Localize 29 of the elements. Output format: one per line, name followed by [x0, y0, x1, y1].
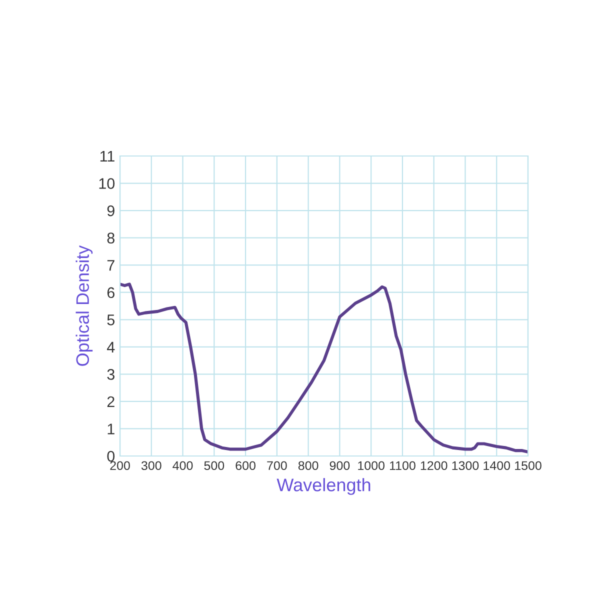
line-series	[120, 282, 528, 454]
x-tick-label: 300	[141, 461, 162, 470]
y-tick-label: 1	[108, 424, 114, 434]
x-axis-title: Wavelength	[276, 478, 370, 495]
y-tick-label: 6	[107, 287, 114, 298]
x-tick-label: 800	[298, 461, 318, 470]
x-tick-label: 700	[267, 461, 287, 470]
x-tick-label: 1200	[420, 461, 448, 470]
y-tick-label: 3	[107, 369, 114, 380]
x-tick-label: 600	[236, 461, 256, 470]
y-tick-label: 5	[107, 314, 114, 326]
x-tick-label: 1500	[515, 461, 542, 470]
x-tick-label: 900	[330, 461, 350, 470]
y-tick-label: 11	[100, 151, 114, 162]
x-tick-label: 200	[110, 461, 130, 470]
y-tick-label: 10	[99, 178, 115, 189]
x-tick-label: 1000	[358, 461, 384, 470]
y-tick-label: 9	[107, 205, 114, 216]
y-axis-title: Optical Density	[76, 245, 93, 366]
y-tick-label: 8	[107, 232, 114, 244]
x-tick-label: 1100	[390, 461, 416, 470]
y-tick-label: 0	[107, 450, 115, 462]
x-tick-label: 400	[172, 461, 193, 470]
x-tick-label: 1300	[452, 461, 479, 470]
y-tick-label: 4	[106, 342, 115, 352]
y-tick-label: 7	[107, 260, 114, 271]
x-tick-label: 500	[204, 461, 224, 470]
y-tick-label: 2	[107, 396, 114, 407]
x-tick-label: 1400	[484, 461, 510, 470]
